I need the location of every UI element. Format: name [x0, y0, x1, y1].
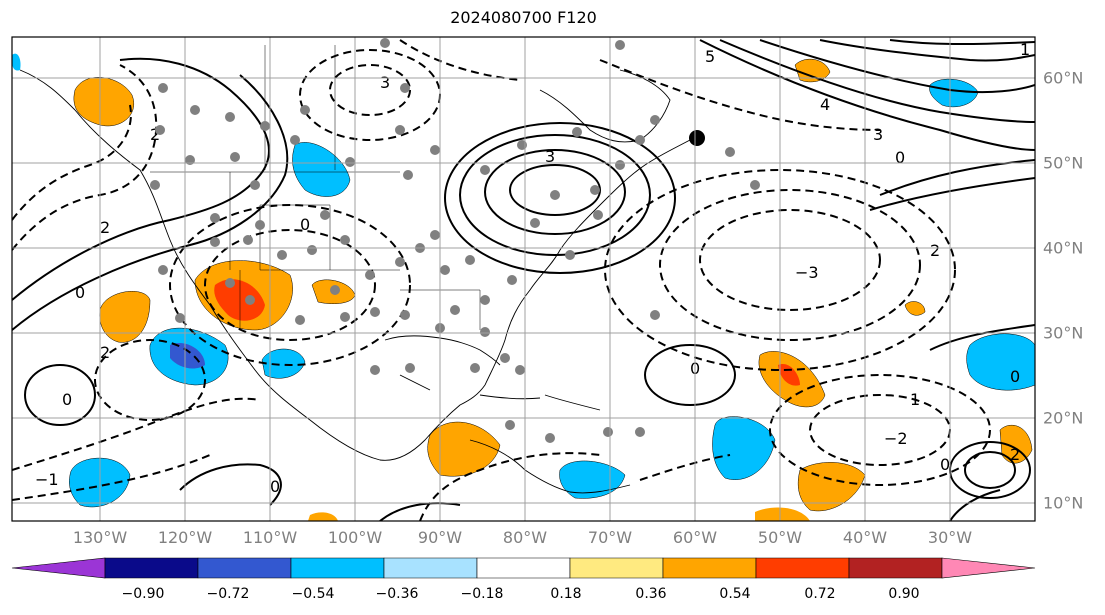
- colorbar-tick: −0.90: [121, 586, 165, 602]
- colorbar-segment: [848, 557, 943, 579]
- colorbar-tick: −0.18: [460, 586, 504, 602]
- contour-label: 2: [100, 343, 110, 362]
- contour-label: 0: [940, 455, 950, 474]
- colorbar-segment: [662, 557, 757, 579]
- colorbar-segment: [104, 557, 199, 579]
- contour-label: 1: [1020, 40, 1030, 59]
- contour-label: 4: [820, 95, 830, 114]
- map-title: 2024080700 F120: [450, 8, 597, 27]
- contour-label: 2: [930, 241, 940, 260]
- colorbar-tick: −0.72: [206, 586, 250, 602]
- positive-contours: [12, 39, 1035, 521]
- colorbar-tick: −0.36: [375, 586, 419, 602]
- colorbar-segment: [941, 557, 1036, 579]
- lat-label: 60°N: [1043, 68, 1084, 88]
- contour-label: 1: [910, 390, 920, 409]
- lat-label: 50°N: [1043, 153, 1084, 173]
- map-frame: [11, 36, 1036, 522]
- contour-label: 0: [62, 390, 72, 409]
- colorbar-tick: 0.72: [804, 586, 836, 602]
- lon-label: 110°W: [242, 528, 298, 547]
- colorbar-segment: [755, 557, 850, 579]
- station-dots: [150, 38, 760, 443]
- colorbar-tick: −0.54: [291, 586, 335, 602]
- colorbar-segment: [569, 557, 664, 579]
- lon-label: 50°W: [757, 528, 803, 547]
- lon-label: 100°W: [327, 528, 383, 547]
- colorbar-tick: 0.36: [635, 586, 667, 602]
- lat-label: 20°N: [1043, 408, 1084, 428]
- contour-label: 0: [300, 215, 310, 234]
- contour-label: 2: [1010, 445, 1020, 464]
- borders: [150, 45, 481, 330]
- contour-label: 2: [100, 218, 110, 237]
- contour-label: 0: [1010, 367, 1020, 386]
- contour-label: −1: [35, 470, 59, 489]
- contour-label: 3: [873, 125, 883, 144]
- negative-contours: [12, 39, 991, 521]
- colorbar-segment: [197, 557, 292, 579]
- lat-label: 40°N: [1043, 238, 1084, 258]
- black-marker: [689, 130, 705, 146]
- lon-label: 40°W: [842, 528, 888, 547]
- lon-label: 130°W: [72, 528, 128, 547]
- lat-label: 10°N: [1043, 493, 1084, 513]
- lon-label: 60°W: [672, 528, 718, 547]
- gridlines: [12, 37, 1035, 521]
- lon-label: 120°W: [157, 528, 213, 547]
- coastline: [19, 69, 691, 494]
- contour-label: 3: [545, 147, 555, 166]
- contour-label: 3: [380, 73, 390, 92]
- contour-labels: 3 −3 −2 0 0 5 4 3 0 2 1 0 −1 0 0 3 2 2 0…: [35, 40, 1030, 496]
- lon-label: 90°W: [417, 528, 463, 547]
- lat-label: 30°N: [1043, 323, 1084, 343]
- colorbar-segment: [476, 557, 571, 579]
- colorbar-tick: 0.90: [888, 586, 920, 602]
- contour-label: 0: [75, 283, 85, 302]
- colorbar-segment: [383, 557, 478, 579]
- lon-label: 70°W: [587, 528, 633, 547]
- contour-label: 2: [150, 125, 160, 144]
- contour-label: −2: [884, 429, 908, 448]
- map-panel: 3 −3 −2 0 0 5 4 3 0 2 1 0 −1 0 0 3 2 2 0…: [11, 36, 1036, 522]
- colorbar: [11, 557, 1036, 579]
- contour-label: 0: [270, 477, 280, 496]
- colorbar-tick: 0.54: [719, 586, 751, 602]
- contour-label: −3: [795, 263, 819, 282]
- contour-label: 5: [705, 47, 715, 66]
- contour-label: 0: [895, 148, 905, 167]
- colorbar-segment: [290, 557, 385, 579]
- lon-label: 30°W: [927, 528, 973, 547]
- colorbar-tick: 0.18: [550, 586, 582, 602]
- lon-label: 80°W: [502, 528, 548, 547]
- colorbar-segment: [11, 557, 106, 579]
